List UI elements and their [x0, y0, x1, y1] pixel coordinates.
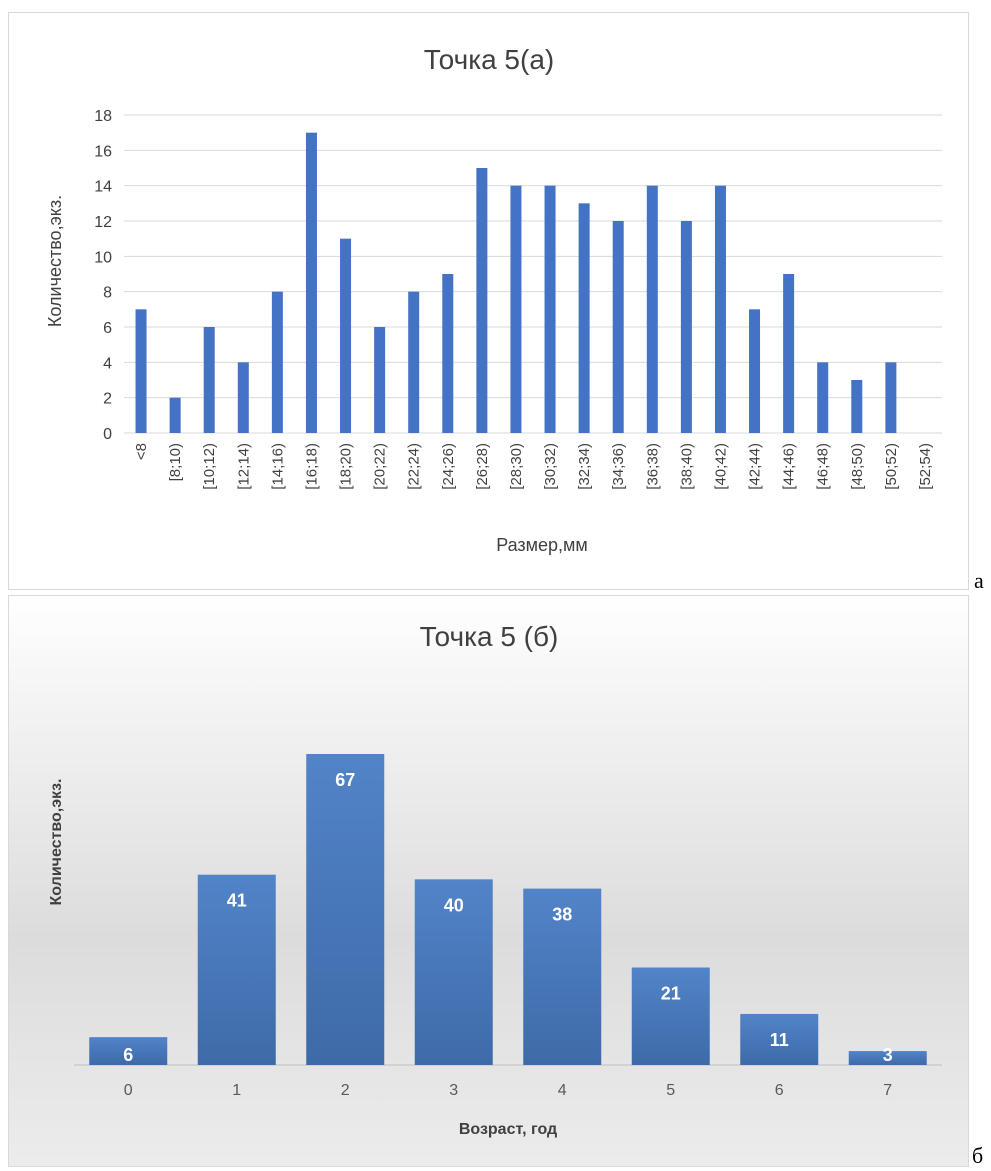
chart-b-bar [89, 1037, 168, 1065]
chart-a-x-tick-label: [10;12) [201, 443, 218, 490]
chart-b-x-tick-label: 7 [883, 1082, 892, 1099]
chart-b-bar [523, 888, 602, 1065]
chart-a-x-tick-label: [24;26) [440, 443, 457, 490]
chart-a-bar [203, 327, 215, 433]
chart-a-bar [237, 362, 249, 433]
chart-b-data-label: 11 [770, 1030, 789, 1050]
chart-a-bar [714, 185, 726, 433]
chart-b-title: Точка 5 (б) [420, 621, 559, 652]
chart-a-bar [749, 309, 761, 433]
chart-b-data-label: 40 [444, 895, 464, 915]
chart-b-bar [631, 967, 710, 1065]
chart-b-data-label: 3 [883, 1045, 893, 1065]
chart-b-x-axis-label: Возраст, год [459, 1121, 557, 1138]
panel-label-b: б [972, 1143, 984, 1168]
chart-a-bar [646, 185, 658, 433]
chart-a-bar [783, 274, 795, 433]
chart-b-bar [414, 879, 493, 1065]
chart-a-x-tick-label: [38;40) [678, 443, 695, 490]
chart-a-y-tick-label: 8 [103, 285, 112, 302]
chart-a-x-tick-label: [36;38) [644, 443, 661, 490]
chart-a-y-tick-label: 18 [94, 108, 112, 125]
chart-a-bar [476, 168, 488, 433]
chart-a-x-tick-label: [20;22) [372, 443, 389, 490]
chart-b-bar [306, 754, 385, 1065]
chart-b-svg: Точка 5 (б) Количество,экз. Возраст, год… [48, 621, 942, 1138]
chart-a-x-tick-label: [44;46) [781, 443, 798, 490]
chart-a-x-tick-label: [22;24) [406, 443, 423, 490]
chart-a-bar [851, 380, 863, 433]
chart-a-svg: Точка 5(а) Количество,экз. Размер,мм 0 2 4… [45, 44, 942, 555]
chart-a-x-tick-label: [40;42) [712, 443, 729, 490]
chart-b-data-label: 38 [552, 905, 572, 925]
chart-b-y-axis-label: Количество,экз. [48, 779, 65, 906]
chart-a-y-axis-label: Количество,экз. [45, 195, 65, 327]
chart-a-x-tick-label: [16;18) [303, 443, 320, 490]
chart-a-x-tick-label: [14;16) [269, 443, 286, 490]
chart-a-bar [612, 221, 624, 433]
chart-a-x-tick-label: [46;48) [815, 443, 832, 490]
chart-a-bar [135, 309, 147, 433]
chart-a-x-tick-label: [12;14) [235, 443, 252, 490]
chart-b-data-label: 41 [227, 891, 247, 911]
chart-a-x-tick-label: [34;36) [610, 443, 627, 490]
chart-a-x-axis-label: Размер,мм [496, 535, 588, 555]
chart-a-bar [885, 362, 897, 433]
chart-a-x-tick-label: [32;34) [576, 443, 593, 490]
chart-a-bar [340, 238, 352, 433]
chart-a-y-tick-label: 4 [103, 355, 112, 372]
chart-a-bar [578, 203, 590, 433]
chart-a-x-tick-label: [42;44) [747, 443, 764, 490]
chart-a-y-tick-label: 6 [103, 320, 112, 337]
chart-b-x-tick-label: 0 [124, 1082, 133, 1099]
chart-b-x-tick-label: 6 [775, 1082, 784, 1099]
chart-b-x-tick-label: 3 [449, 1082, 458, 1099]
chart-b-x-tick-label: 4 [558, 1082, 567, 1099]
chart-b-data-label: 67 [335, 770, 355, 790]
chart-a-bar [271, 291, 283, 433]
chart-a-bar [374, 327, 386, 433]
chart-a-bar [817, 362, 829, 433]
chart-a-bar [169, 397, 181, 433]
chart-a-bar [544, 185, 556, 433]
chart-a-bar [442, 274, 454, 433]
chart-b-x-tick-label: 2 [341, 1082, 350, 1099]
chart-b-x-tick-label: 1 [232, 1082, 241, 1099]
chart-a-x-tick-label: [18;20) [338, 443, 355, 490]
chart-a-bar [305, 132, 317, 433]
chart-b-data-label: 6 [123, 1045, 133, 1065]
chart-a-bar [680, 221, 692, 433]
chart-a-y-tick-label: 12 [94, 214, 112, 231]
chart-b-x-tick-label: 5 [666, 1082, 675, 1099]
chart-a-x-tick-label: [48;50) [849, 443, 866, 490]
chart-a-bar [510, 185, 522, 433]
chart-a-y-tick-label: 16 [94, 143, 112, 160]
chart-a-x-tick-label: [50;52) [883, 443, 900, 490]
chart-a-x-tick-label: [30;32) [542, 443, 559, 490]
panel-label-a: а [974, 568, 984, 593]
chart-a-x-tick-label: [28;30) [508, 443, 525, 490]
chart-a-y-tick-label: 10 [94, 249, 112, 266]
chart-a-bar [408, 291, 420, 433]
chart-b-bar [740, 1013, 819, 1065]
chart-b-data-label: 21 [661, 984, 681, 1004]
chart-a-y-tick-label: 0 [103, 426, 112, 443]
chart-a-x-tick-label: [8;10) [167, 443, 184, 481]
chart-a-x-tick-label: <8 [133, 443, 150, 460]
chart-a-frame: Точка 5(а) Количество,экз. Размер,мм 0 2 4… [8, 12, 969, 590]
chart-a-x-tick-label: [52;54) [917, 443, 934, 490]
chart-b-bar [848, 1051, 927, 1065]
chart-b-frame: Точка 5 (б) Количество,экз. Возраст, год… [8, 595, 969, 1167]
chart-a-x-tick-label: [26;28) [474, 443, 491, 490]
chart-a-y-tick-label: 2 [103, 391, 112, 408]
chart-a-y-tick-label: 14 [94, 179, 112, 196]
chart-a-title: Точка 5(а) [424, 44, 554, 75]
chart-b-bar [197, 874, 276, 1065]
